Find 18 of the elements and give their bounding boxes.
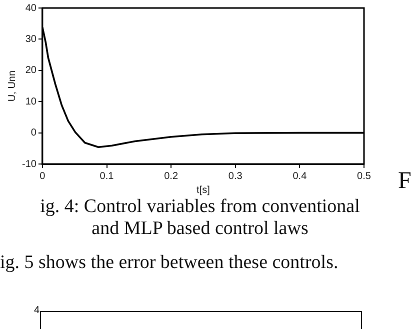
x-axis-title: t[s]: [196, 184, 210, 196]
text: ig. 4: Control variables from conventional and MLP based control laws: [39, 196, 361, 240]
x-tick-label: 0: [40, 170, 46, 182]
text: 4: [34, 304, 40, 318]
y-axis-title: U, Unn: [6, 70, 18, 102]
y-tick-label: 20: [25, 65, 37, 76]
y-tick-label: 40: [25, 2, 37, 14]
x-tick-label: 0.5: [357, 170, 372, 182]
y-tick-label: 10: [25, 96, 37, 108]
x-tick-label: 0.2: [164, 170, 178, 182]
text: ig. 5 shows the error between these controls.: [0, 252, 338, 274]
x-tick-label: 0.4: [292, 170, 308, 182]
y-tick-label: 30: [25, 34, 37, 45]
x-tick-label: 0.1: [100, 170, 114, 182]
x-tick-label: 0.3: [228, 170, 243, 182]
text: F: [398, 168, 412, 194]
y-tick-label: -10: [22, 158, 37, 170]
y-tick-label: 0: [30, 128, 37, 139]
